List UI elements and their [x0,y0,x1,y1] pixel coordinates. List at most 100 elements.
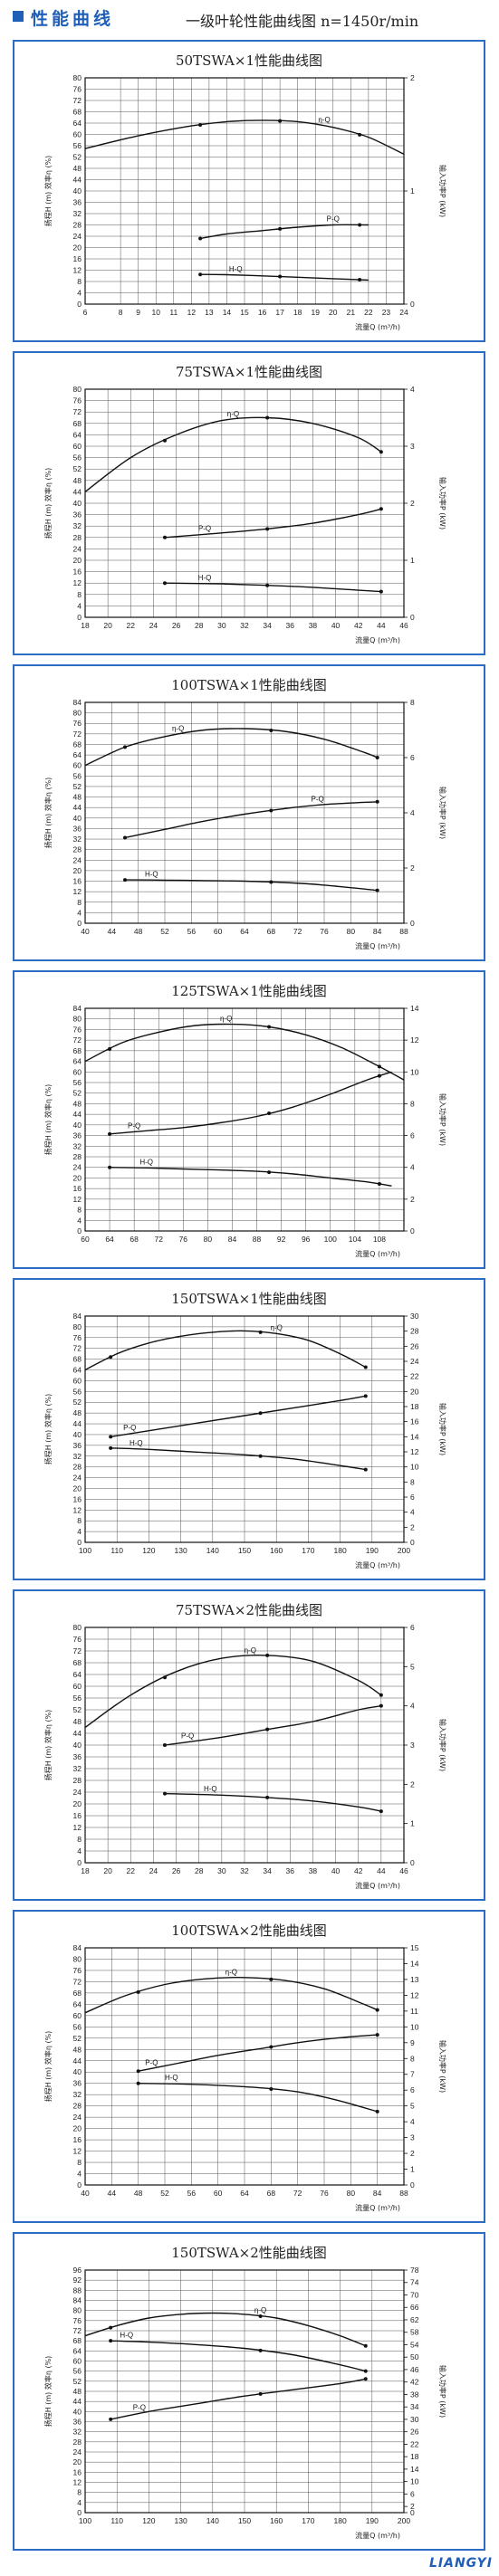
y-tick-label: 72 [73,1646,82,1655]
right-tick-label: 1 [410,1819,415,1828]
y-tick-label: 24 [73,2113,82,2122]
y-tick-label: 56 [73,1387,82,1396]
y-tick-label: 16 [73,877,82,886]
x-tick-label: 46 [399,621,408,630]
x-tick-label: 30 [217,621,226,630]
x-tick-label: 44 [377,621,386,630]
data-point [375,2033,379,2037]
data-point [375,2109,379,2113]
x-tick-label: 170 [302,1546,314,1555]
x-tick-label: 190 [366,1546,379,1555]
data-point [265,527,270,531]
right-tick-label: 20 [410,1387,419,1396]
right-tick-label: 14 [410,1959,419,1968]
data-point [109,1435,113,1439]
x-axis-label: 流量Q (m³/h) [355,1560,400,1569]
x-axis-label: 流量Q (m³/h) [355,941,400,950]
x-tick-label: 68 [130,1235,139,1244]
y-tick-label: 24 [73,855,82,864]
right-tick-label: 2 [410,1522,415,1531]
x-tick-label: 10 [151,308,160,317]
y-tick-label: 28 [73,1776,82,1785]
y-tick-label: 60 [73,1376,82,1385]
y-tick-label: 36 [73,1752,82,1761]
plot-frame [84,701,405,924]
x-tick-label: 60 [81,1235,90,1244]
right-tick-label: 26 [410,1341,419,1350]
data-point [267,1111,272,1115]
x-tick-label: 46 [399,1866,408,1875]
x-tick-label: 48 [134,927,143,936]
right-tick-label: 26 [410,2428,419,2437]
right-tick-label: 8 [410,1099,415,1108]
y-tick-label: 44 [73,1729,82,1738]
y-tick-label: 68 [73,1658,82,1667]
x-tick-label: 88 [399,927,408,936]
y-tick-label: 48 [73,2045,82,2054]
data-point [109,2325,113,2330]
x-tick-label: 120 [142,1546,155,1555]
series-label: H-Q [165,2074,178,2082]
y-tick-label: 8 [77,2158,82,2167]
y-tick-label: 36 [73,1441,82,1450]
x-tick-label: 76 [179,1235,188,1244]
y-tick-label: 40 [73,499,82,508]
x-tick-label: 32 [240,621,249,630]
series-line [110,2378,366,2420]
y-tick-label: 96 [73,2266,82,2275]
right-tick-label: 4 [410,385,415,394]
y-tick-label: 32 [73,1452,82,1461]
right-tick-label: 22 [410,1372,419,1381]
right-tick-label: 6 [410,1623,415,1632]
y-tick-label: 52 [73,464,82,473]
x-tick-label: 24 [399,308,408,317]
y-tick-label: 32 [73,2090,82,2099]
y-axis-label-right: 输入功率P (kW) [438,2040,447,2093]
y-tick-label: 84 [73,1004,82,1013]
x-tick-label: 23 [382,308,391,317]
right-tick-label: 62 [410,2315,419,2324]
x-tick-label: 140 [206,1546,219,1555]
y-tick-label: 80 [73,1623,82,1632]
y-axis-label-left: 扬程H (m) 效率η (%) [43,2356,53,2428]
series-line [110,1071,392,1135]
y-tick-label: 20 [73,866,82,875]
data-point [265,1653,270,1657]
x-tick-label: 96 [302,1235,311,1244]
y-axis-label-right: 输入功率P (kW) [438,2365,447,2418]
y-tick-label: 0 [77,2508,82,2517]
series-label: η-Q [271,1323,283,1331]
plot-frame [84,1627,405,1864]
data-point [269,2086,273,2091]
right-tick-label: 2 [410,2502,415,2511]
chart-panel-1: 50TSWA×1性能曲线图 6 8 9 10 11 12 13 14 15 16 17 18 19 20 21… [13,40,485,342]
x-tick-label: 52 [160,2189,169,2198]
x-tick-label: 18 [81,621,90,630]
chart-title: 75TSWA×1性能曲线图 [176,364,322,380]
y-tick-label: 68 [73,419,82,428]
y-axis-label-right: 输入功率P (kW) [438,787,447,839]
data-point [377,1182,381,1187]
series-label: P-Q [181,1732,194,1741]
right-tick-label: 54 [410,2340,419,2349]
y-tick-label: 44 [73,2397,82,2406]
y-tick-label: 28 [73,2438,82,2447]
x-tick-label: 28 [195,1866,204,1875]
y-tick-label: 8 [77,590,82,599]
data-point [136,1989,140,1994]
right-tick-label: 10 [410,1067,419,1076]
y-tick-label: 20 [73,2124,82,2133]
x-tick-label: 20 [103,621,112,630]
right-tick-label: 14 [410,1432,419,1441]
right-tick-label: 2 [410,1779,415,1789]
data-point [377,1073,381,1078]
plot-frame [84,1947,405,2186]
series-line [164,1705,382,1746]
x-tick-label: 40 [331,621,341,630]
y-tick-label: 20 [73,1173,82,1182]
y-tick-label: 72 [73,1977,82,1986]
y-axis-label-left: 扬程H (m) 效率η (%) [43,2031,53,2103]
y-tick-label: 56 [73,2022,82,2031]
y-axis-label-right: 输入功率P (kW) [438,1093,447,1146]
y-tick-label: 64 [73,1999,82,2008]
